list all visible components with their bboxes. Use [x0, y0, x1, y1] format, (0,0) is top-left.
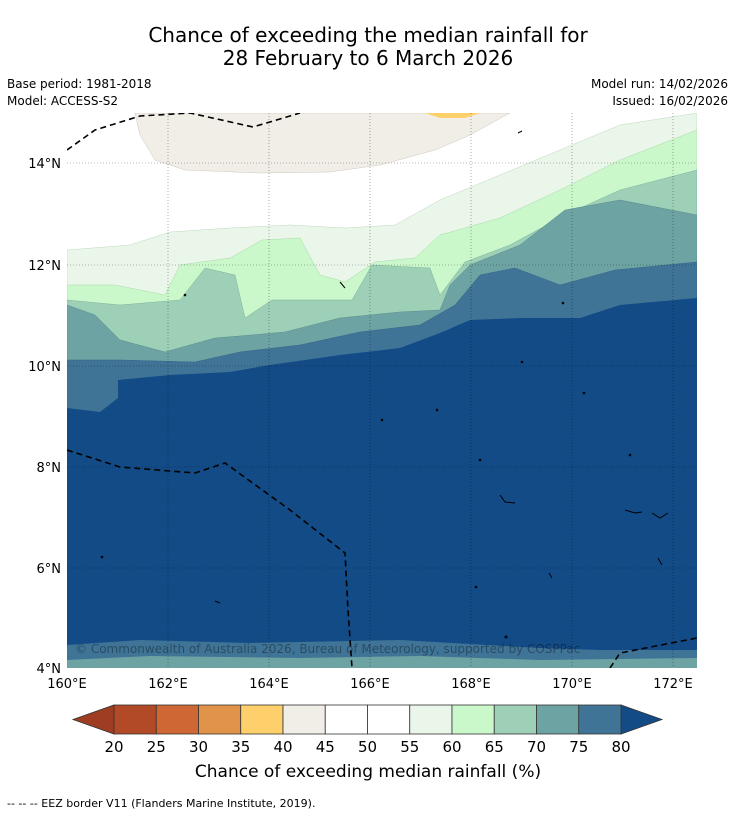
contour-35-40 [425, 113, 480, 118]
colorbar-tick-label: 40 [273, 738, 292, 756]
colorbar-tick-label: 65 [485, 738, 504, 756]
colorbar-low-extension [71, 704, 115, 735]
base-period-label: Base period: 1981-2018 [7, 77, 152, 91]
lat-label: 4°N [37, 662, 62, 677]
colorbar-cell [198, 704, 242, 735]
contour-40-45 [134, 113, 511, 174]
copyright-notice: © Commonwealth of Australia 2026, Bureau… [75, 642, 580, 656]
lat-label: 8°N [37, 461, 62, 476]
islands [100, 130, 669, 639]
lat-label: 6°N [37, 562, 62, 577]
colorbar-tick-label: 35 [231, 738, 250, 756]
colorbar-cell [240, 704, 284, 735]
issued-label: Issued: 16/02/2026 [612, 94, 728, 108]
colorbar-tick-label: 30 [189, 738, 208, 756]
lon-label: 172°E [653, 677, 693, 692]
graticule [67, 113, 697, 668]
lon-label: 162°E [148, 677, 188, 692]
model-label: Model: ACCESS-S2 [7, 94, 119, 108]
colorbar-tick-label: 75 [569, 738, 588, 756]
colorbar-tick-label: 45 [316, 738, 335, 756]
eez-footnote: -- -- -- EEZ border V11 (Flanders Marine… [7, 797, 316, 810]
colorbar-tick-label: 70 [527, 738, 546, 756]
colorbar-tick-label: 25 [147, 738, 166, 756]
lon-label: 166°E [350, 677, 390, 692]
colorbar-tick-label: 20 [104, 738, 123, 756]
map-title-line1: Chance of exceeding the median rainfall … [148, 23, 588, 47]
lat-label: 10°N [28, 360, 61, 375]
lon-label: 160°E [47, 677, 87, 692]
colorbar-cell [578, 704, 622, 735]
lat-label: 14°N [28, 157, 61, 172]
lon-label: 164°E [249, 677, 289, 692]
colorbar-title: Chance of exceeding median rainfall (%) [194, 762, 542, 782]
colorbar-cell [409, 704, 453, 735]
colorbar-cell [324, 704, 368, 735]
colorbar-cell [493, 704, 537, 735]
colorbar: 20 25 30 35 40 45 50 55 60 65 70 75 80 [71, 704, 664, 756]
colorbar-tick-label: 50 [358, 738, 377, 756]
colorbar-tick-label: 80 [611, 738, 630, 756]
contour-bottom-70-75 [67, 656, 697, 668]
colorbar-tick-label: 55 [400, 738, 419, 756]
probability-contours: © Commonwealth of Australia 2026, Bureau… [67, 113, 697, 668]
longitude-axis: 160°E 162°E 164°E 166°E 168°E 170°E 172°… [47, 677, 693, 692]
lon-label: 170°E [552, 677, 592, 692]
map-title-line2: 28 February to 6 March 2026 [222, 46, 514, 70]
colorbar-cell [282, 704, 326, 735]
eez-border [67, 113, 697, 668]
lat-label: 12°N [28, 259, 61, 274]
latitude-axis: 14°N 12°N 10°N 8°N 6°N 4°N [28, 157, 61, 677]
colorbar-cell [451, 704, 495, 735]
colorbar-cell [367, 704, 411, 735]
colorbar-cell [113, 704, 157, 735]
model-run-label: Model run: 14/02/2026 [590, 77, 728, 91]
contour-80-plus [67, 298, 697, 668]
colorbar-tick-label: 60 [442, 738, 461, 756]
lon-label: 168°E [451, 677, 491, 692]
colorbar-cell [155, 704, 199, 735]
colorbar-cell [536, 704, 580, 735]
colorbar-high-extension [620, 704, 664, 735]
